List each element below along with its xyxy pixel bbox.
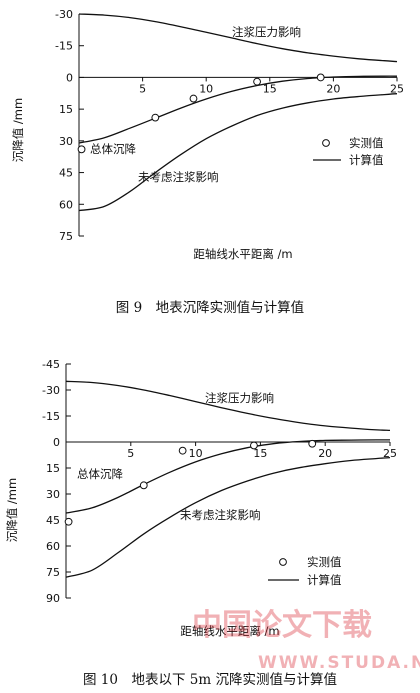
chart-1-measured-point bbox=[189, 94, 198, 103]
chart-2-series-line-1 bbox=[65, 439, 390, 514]
chart-1-y-tick-label: 75 bbox=[59, 230, 73, 243]
chart-2-ylabel: 沉降值 /mm bbox=[5, 478, 19, 542]
chart-1-x-tick-label: 10 bbox=[199, 82, 213, 95]
chart-1-y-tick-label: -15 bbox=[55, 40, 73, 53]
chart-1-xlabel: 距轴线水平距离 /m bbox=[193, 247, 292, 261]
chart-1-ylabel: 沉降值 /mm bbox=[11, 98, 25, 162]
chart-2-x-tick-label: 10 bbox=[189, 447, 203, 460]
chart-1-legend-calculated-label: 计算值 bbox=[349, 153, 384, 167]
chart-1-series-line-0 bbox=[78, 13, 398, 63]
chart-2-caption: 图 10 地表以下 5m 沉降实测值与计算值 bbox=[83, 672, 337, 688]
chart-1-y-tick-label: 15 bbox=[59, 103, 73, 116]
chart-2-measured-point bbox=[64, 517, 73, 526]
chart-2-legend-measured-label: 实测值 bbox=[307, 555, 342, 569]
chart-2-legend-measured-marker bbox=[279, 558, 287, 566]
chart-2-series-line-2 bbox=[65, 456, 391, 578]
chart-2-y-tick-label: 60 bbox=[46, 540, 60, 553]
chart-2-label-no-grout: 未考虑注浆影响 bbox=[180, 508, 261, 522]
chart-2-measured-point bbox=[250, 441, 258, 450]
chart-2-label-total-settlement: 总体沉降 bbox=[77, 467, 123, 481]
chart-1-x-tick-label: 15 bbox=[263, 82, 277, 95]
chart-1-series-line-2 bbox=[78, 93, 398, 212]
chart-2-x-tick-label: 25 bbox=[383, 447, 397, 460]
chart-1-measured-point bbox=[77, 145, 86, 154]
chart-1-y-tick-label: 30 bbox=[59, 135, 73, 148]
chart-2-y-tick-label: -30 bbox=[42, 384, 60, 397]
chart-settlement-surface: 沉降值 /mm 距轴线水平距离 /m 注浆压力影响 总体沉降 未考虑注浆影响 实… bbox=[11, 8, 404, 316]
chart-1-y-tick-label: 60 bbox=[59, 198, 73, 211]
chart-1-label-grout-pressure: 注浆压力影响 bbox=[232, 25, 301, 39]
chart-2-legend-calculated-label: 计算值 bbox=[307, 573, 342, 587]
chart-1-legend-measured-marker bbox=[322, 139, 330, 147]
chart-2-y-tick-label: 75 bbox=[46, 566, 60, 579]
chart-2-label-grout-pressure: 注浆压力影响 bbox=[205, 391, 274, 405]
chart-2-measured-point bbox=[178, 446, 187, 455]
watermark-url: WWW.STUDA.NET bbox=[258, 653, 420, 673]
chart-2-y-tick-label: 90 bbox=[46, 592, 60, 605]
watermark-text: 中国论文下载 bbox=[192, 608, 372, 643]
chart-1-label-total-settlement: 总体沉降 bbox=[90, 142, 136, 156]
chart-2-measured-point bbox=[308, 439, 317, 448]
chart-2-y-tick-label: 0 bbox=[53, 436, 60, 449]
chart-2-xlabel: 距轴线水平距离 /m bbox=[180, 624, 279, 638]
chart-settlement-5m-depth: 沉降值 /mm 距轴线水平距离 /m 注浆压力影响 总体沉降 未考虑注浆影响 实… bbox=[5, 358, 397, 688]
chart-2-y-tick-label: 15 bbox=[46, 462, 60, 475]
chart-2-measured-point bbox=[139, 481, 148, 490]
chart-1-measured-point bbox=[151, 113, 160, 122]
chart-1-x-tick-label: 20 bbox=[326, 82, 340, 95]
chart-1-series-line-1 bbox=[78, 75, 398, 144]
chart-1-y-tick-label: 0 bbox=[66, 71, 73, 84]
chart-1-legend-measured-label: 实测值 bbox=[349, 136, 384, 150]
chart-1-measured-point bbox=[316, 73, 325, 82]
chart-1-x-tick-label: 5 bbox=[139, 82, 146, 95]
chart-2-x-tick-label: 5 bbox=[127, 447, 134, 460]
chart-2-x-tick-label: 15 bbox=[253, 447, 267, 460]
watermark: 中国论文下载 WWW.STUDA.NET bbox=[192, 608, 420, 673]
chart-1-label-no-grout: 未考虑注浆影响 bbox=[138, 170, 219, 184]
chart-2-y-tick-label: 45 bbox=[46, 514, 60, 527]
chart-2-y-tick-label: -45 bbox=[42, 358, 60, 371]
chart-2-series-line-0 bbox=[65, 380, 391, 432]
chart-2-y-tick-label: 30 bbox=[46, 488, 60, 501]
chart-1-x-tick-label: 25 bbox=[390, 82, 404, 95]
chart-1-y-tick-label: 45 bbox=[59, 167, 73, 180]
chart-1-caption: 图 9 地表沉降实测值与计算值 bbox=[116, 300, 304, 316]
chart-1-measured-point bbox=[253, 77, 261, 86]
chart-2-y-tick-label: -15 bbox=[42, 410, 60, 423]
chart-2-x-tick-label: 20 bbox=[318, 447, 332, 460]
chart-1-y-tick-label: -30 bbox=[55, 8, 73, 21]
